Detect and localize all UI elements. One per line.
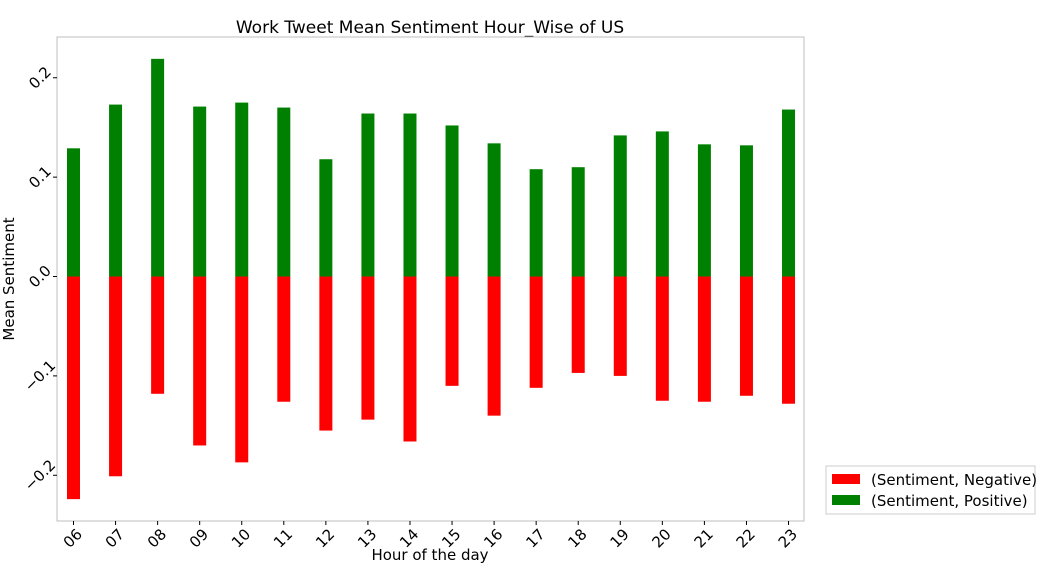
negative-bar-06: [67, 276, 80, 500]
negative-bar-13: [361, 276, 375, 420]
x-tick-label-10: 10: [228, 525, 254, 551]
positive-bar-14: [403, 113, 417, 277]
x-tick-label-08: 08: [144, 525, 170, 551]
negative-bar-10: [235, 276, 249, 463]
x-tick-label-21: 21: [691, 525, 717, 551]
positive-bar-16: [487, 143, 501, 277]
x-tick-label-09: 09: [186, 525, 212, 551]
negative-bar-18: [571, 276, 585, 373]
positive-bar-08: [151, 58, 165, 277]
positive-bar-13: [361, 113, 375, 277]
y-axis-ticks: −0.2−0.10.00.10.2: [21, 63, 59, 495]
legend-box: [825, 465, 1036, 515]
positive-bar-06: [67, 148, 80, 277]
y-tick-label: 0.2: [25, 63, 55, 93]
negative-bar-12: [319, 276, 333, 431]
plot-frame: [56, 36, 805, 522]
legend-label-negative: (Sentiment, Negative): [871, 471, 1037, 489]
positive-bar-11: [277, 107, 291, 277]
positive-bar-19: [613, 135, 627, 277]
negative-bar-21: [697, 276, 711, 402]
positive-bar-07: [109, 104, 123, 277]
y-tick-label: 0.1: [25, 162, 55, 192]
negative-bar-11: [277, 276, 291, 402]
y-tick-label: 0.0: [25, 262, 55, 292]
legend-swatch-negative: [832, 474, 860, 484]
x-tick-label-18: 18: [564, 525, 590, 551]
positive-bar-15: [445, 125, 459, 277]
x-tick-label-06: 06: [60, 525, 86, 551]
positive-bar-10: [235, 102, 249, 277]
positive-bar-22: [739, 145, 753, 277]
positive-bar-21: [697, 144, 711, 277]
negative-bar-09: [193, 276, 207, 446]
negative-bar-19: [613, 276, 627, 376]
legend-label-positive: (Sentiment, Positive): [871, 492, 1028, 510]
legend: (Sentiment, Negative) (Sentiment, Positi…: [825, 465, 1037, 515]
x-tick-label-17: 17: [522, 525, 548, 551]
x-tick-label-23: 23: [775, 525, 801, 551]
positive-bar-18: [571, 167, 585, 277]
positive-bar-20: [655, 131, 669, 277]
negative-bar-20: [655, 276, 669, 401]
positive-bar-23: [782, 109, 796, 277]
positive-bar-09: [193, 106, 207, 277]
negative-bar-23: [782, 276, 796, 404]
negative-bar-14: [403, 276, 417, 442]
negative-bar-08: [151, 276, 165, 394]
legend-swatch-positive: [832, 495, 860, 505]
x-tick-label-12: 12: [312, 525, 338, 551]
x-axis-label: Hour of the day: [371, 546, 488, 564]
negative-bar-07: [109, 276, 123, 477]
y-axis-label: Mean Sentiment: [0, 217, 18, 340]
negative-bar-22: [739, 276, 753, 396]
negative-bar-17: [529, 276, 543, 388]
positive-bar-12: [319, 159, 333, 277]
x-tick-label-19: 19: [606, 525, 632, 551]
x-tick-label-11: 11: [270, 525, 296, 551]
x-tick-label-22: 22: [733, 525, 759, 551]
x-tick-label-07: 07: [102, 525, 128, 551]
x-tick-label-20: 20: [649, 525, 675, 551]
chart-title: Work Tweet Mean Sentiment Hour_Wise of U…: [236, 18, 624, 38]
positive-bar-17: [529, 169, 543, 277]
negative-bar-15: [445, 276, 459, 386]
negative-bar-16: [487, 276, 501, 416]
bars-group: [67, 58, 796, 500]
